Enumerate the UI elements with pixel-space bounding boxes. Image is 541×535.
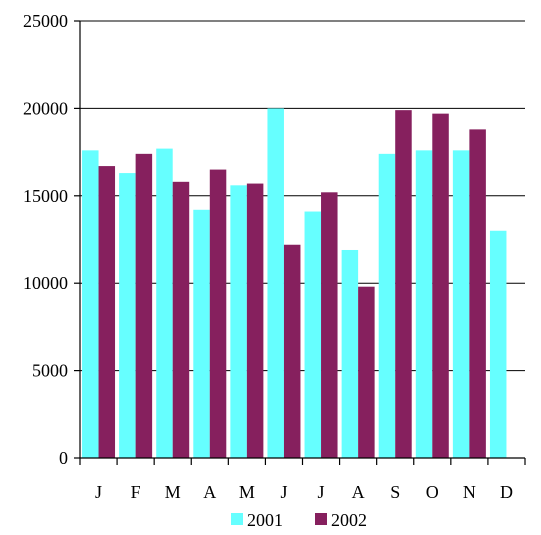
bar-2002-2	[172, 181, 190, 459]
x-category-label: A	[352, 482, 365, 502]
legend-label-2002: 2002	[331, 510, 367, 530]
bar-2002-9	[432, 113, 449, 459]
bar-2002-3	[209, 169, 227, 458]
bar-2001-0	[82, 150, 99, 459]
y-tick-label: 15000	[23, 186, 68, 206]
x-category-label: J	[95, 482, 102, 502]
bar-2001-6	[304, 211, 322, 458]
x-category-label: S	[390, 482, 400, 502]
bar-2001-9	[415, 150, 433, 459]
x-category-label: J	[280, 482, 287, 502]
bar-2002-0	[98, 166, 116, 459]
gridlines	[80, 20, 525, 372]
bar-2001-3	[193, 209, 210, 458]
x-category-label: D	[500, 482, 513, 502]
y-tick-labels: 0 5000 10000 15000 20000 25000	[23, 11, 68, 468]
legend-label-2001: 2001	[247, 510, 283, 530]
x-category-label: M	[165, 482, 181, 502]
y-tick-label: 0	[59, 448, 68, 468]
bar-2002-1	[135, 153, 153, 458]
bar-2002-7	[358, 286, 375, 458]
x-category-label: F	[131, 482, 141, 502]
bar-2001-7	[341, 249, 359, 458]
bar-2002-4	[246, 183, 264, 458]
axes	[74, 20, 526, 465]
bar-2001-4	[230, 185, 247, 458]
x-category-label: A	[203, 482, 216, 502]
y-tick-label: 10000	[23, 273, 68, 293]
x-category-label: N	[463, 482, 476, 502]
bar-2002-8	[395, 110, 412, 458]
bar-2002-5	[283, 244, 301, 458]
bar-2001-2	[156, 148, 173, 458]
bar-2001-11	[489, 230, 507, 458]
bars	[82, 108, 507, 459]
y-tick-label: 25000	[23, 11, 68, 31]
bar-2001-1	[119, 173, 136, 459]
x-category-label: J	[318, 482, 325, 502]
legend-swatch-2002	[315, 513, 327, 525]
bar-2002-6	[321, 192, 338, 458]
bar-2002-10	[469, 129, 486, 458]
x-category-label: M	[239, 482, 255, 502]
legend-swatch-2001	[231, 513, 243, 525]
legend: 2001 2002	[231, 510, 367, 530]
y-tick-label: 20000	[23, 98, 68, 118]
bar-2001-10	[452, 150, 470, 459]
bar-2001-5	[267, 108, 284, 459]
bar-2001-8	[378, 153, 396, 458]
x-category-label: O	[426, 482, 439, 502]
y-tick-label: 5000	[32, 361, 68, 381]
